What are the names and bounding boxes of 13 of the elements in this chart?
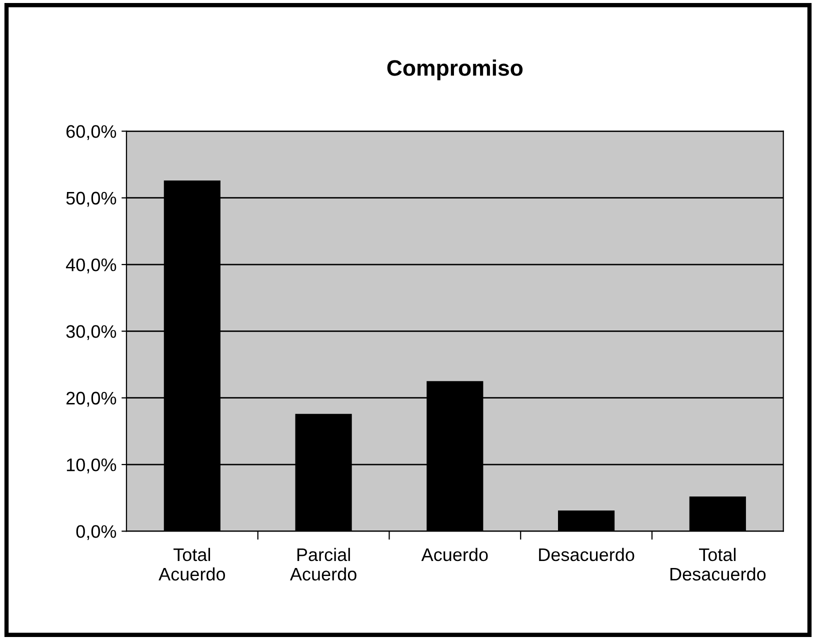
x-tick-label: Acuerdo	[421, 548, 488, 562]
y-tick-label: 20,0%	[66, 392, 116, 407]
y-tick-label: 30,0%	[66, 325, 116, 340]
y-tick-label: 60,0%	[66, 125, 116, 140]
y-tick-label: 40,0%	[66, 258, 116, 274]
x-tick-label: Parcial Acuerdo	[290, 548, 356, 581]
chart-title: Compromiso	[387, 60, 523, 80]
y-tick-label: 0,0%	[76, 525, 116, 540]
x-tick-label: Desacuerdo	[539, 548, 634, 562]
y-tick-label: 50,0%	[66, 192, 116, 207]
y-tick-label: 10,0%	[66, 458, 116, 474]
x-tick-label: Total Desacuerdo	[670, 548, 766, 581]
x-tick-label: Total Acuerdo	[158, 548, 226, 581]
